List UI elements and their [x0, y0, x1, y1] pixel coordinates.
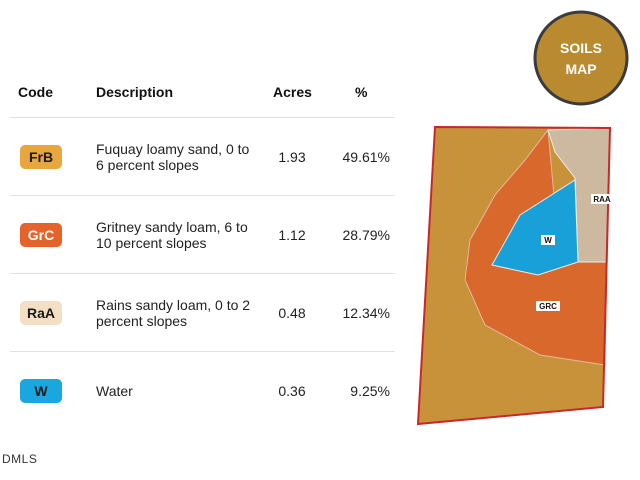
footer: DMLS [2, 452, 38, 466]
percent: 12.34% [342, 305, 390, 321]
table-row: RaA Rains sandy loam, 0 to 2 percent slop… [10, 273, 395, 352]
percent: 28.79% [342, 227, 390, 243]
description: Fuquay loamy sand, 0 to 6 percent slopes [96, 141, 250, 173]
badge-text: SOILS [560, 40, 602, 56]
percent: 49.61% [342, 149, 390, 165]
water-area [491, 179, 579, 276]
soil-code-badge: FrB [20, 145, 62, 169]
soil-code-badge: GrC [20, 223, 62, 247]
acres: 0.36 [278, 383, 306, 399]
description: Rains sandy loam, 0 to 2 percent slopes [96, 297, 251, 329]
column-header: Code [18, 84, 53, 100]
map-label-box [591, 194, 613, 204]
badge [533, 10, 629, 106]
column-header: Description [96, 84, 174, 100]
acres: 0.48 [278, 305, 306, 321]
acres: 1.12 [278, 227, 306, 243]
table-row: GrC Gritney sandy loam, 6 to 10 percent s… [10, 195, 395, 274]
badge-text: MAP [565, 61, 596, 77]
acres: 1.93 [278, 149, 306, 165]
table-row: FrB Fuquay loamy sand, 0 to 6 percent slo… [10, 117, 395, 196]
column-header: Acres [273, 84, 312, 100]
soil-code-badge: RaA [20, 301, 62, 325]
soil-code-badge: W [20, 379, 62, 403]
map-label: RAA [593, 195, 611, 204]
table-row: W Water 0.36 9.25% [10, 351, 395, 430]
column-header: % [355, 84, 368, 100]
map-label: W [544, 236, 552, 245]
map-label-box [536, 301, 560, 311]
map-label: GRC [539, 302, 557, 311]
description: Gritney sandy loam, 6 to 10 percent slop… [96, 219, 248, 251]
percent: 9.25% [350, 383, 390, 399]
description: Water [96, 383, 133, 399]
map-label-box [541, 235, 555, 245]
parcel-border [416, 125, 612, 426]
